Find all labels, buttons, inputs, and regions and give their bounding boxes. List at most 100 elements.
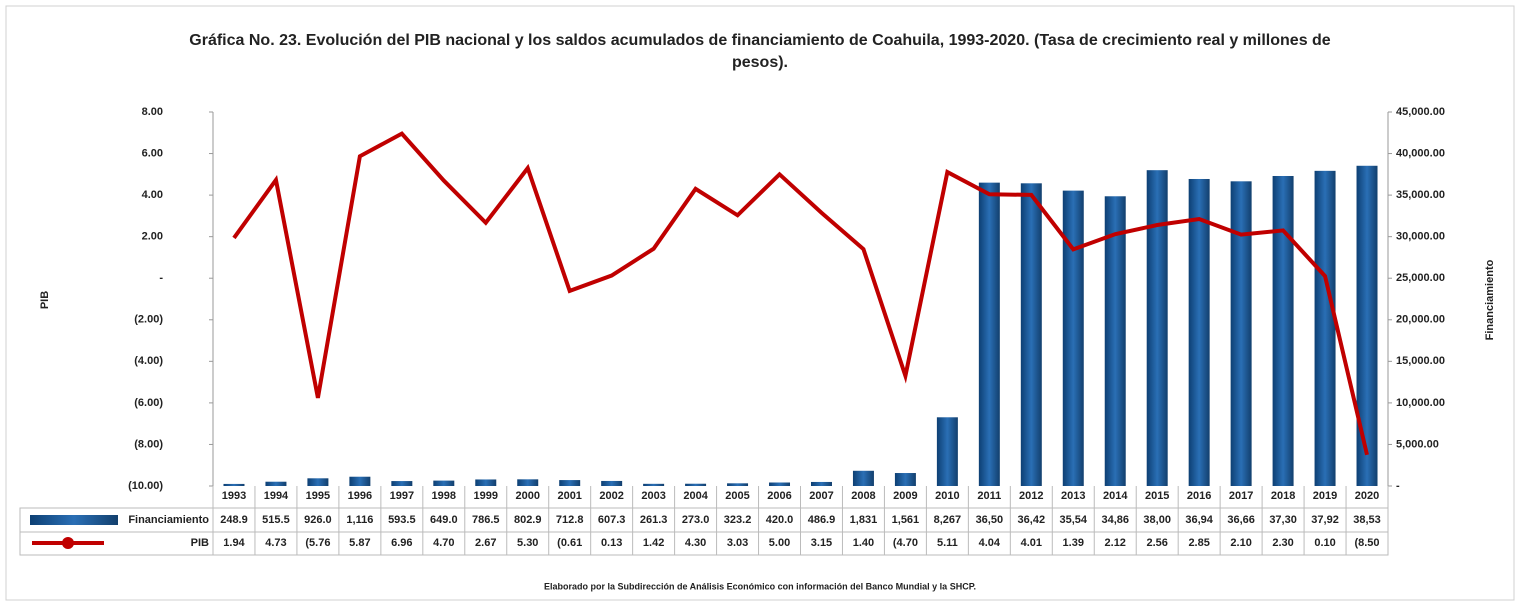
x-tick-label: 2009 [893,490,917,502]
table-value: 2.12 [1105,537,1126,549]
chart-title: Gráfica No. 23. Evolución del PIB nacion… [189,32,1331,71]
y2-tick-label: 35,000.00 [1396,189,1445,201]
bar [810,481,832,486]
table-value: 926.0 [304,514,332,526]
bar [265,481,287,486]
x-tick-label: 2001 [557,490,581,502]
y-axis-label: PIB [39,291,51,309]
table-value: 1,831 [850,514,878,526]
y-tick-label: 8.00 [142,106,163,118]
frame [5,5,1515,601]
table-value: 5.87 [349,537,370,549]
bar [223,483,245,486]
table-value: 4.01 [1021,537,1042,549]
table-value: 2.10 [1230,537,1251,549]
table-value: 323.2 [724,514,752,526]
x-tick-label: 2007 [809,490,833,502]
table-value: 35,54 [1060,514,1088,526]
x-tick-label: 2010 [935,490,959,502]
bar [517,479,539,486]
legend-label: Financiamiento [128,514,209,526]
bar [1104,196,1126,487]
y-tick-label: (4.00) [134,355,163,367]
bar [433,480,455,486]
table-value: 5.00 [769,537,790,549]
table-value: 5.11 [937,537,958,549]
table-value: 248.9 [220,514,248,526]
x-tick-label: 2012 [1019,490,1043,502]
x-tick-label: 2002 [599,490,623,502]
table-value: 6.96 [391,537,412,549]
table-value: 802.9 [514,514,542,526]
table-value: 1,116 [346,514,373,526]
x-tick-label: 1994 [264,490,289,502]
table-value: 261.3 [640,514,668,526]
x-tick-label: 2019 [1313,490,1337,502]
bar [391,481,413,486]
y-tick-label: 4.00 [142,189,163,201]
bar [1188,178,1210,486]
table-value: 1.42 [643,537,664,549]
table-value: 8,267 [934,514,962,526]
bar [307,478,329,486]
table-value: 1,561 [892,514,920,526]
y-tick-label: (10.00) [128,480,163,492]
bar [1272,175,1294,487]
y2-tick-label: 25,000.00 [1396,272,1445,284]
bar [1230,181,1252,486]
x-tick-label: 2020 [1355,490,1379,502]
note: Elaborado por la Subdirección de Análisi… [544,581,976,591]
bar [1146,170,1168,486]
table-value: 36,50 [976,514,1004,526]
bar [685,483,707,486]
y-tick-label: 2.00 [142,231,163,243]
y-tick-label: (2.00) [134,314,163,326]
table-value: 593.5 [388,514,416,526]
y2-tick-label: 5,000.00 [1396,438,1439,450]
table-value: 1.39 [1063,537,1084,549]
y2-tick-label: 30,000.00 [1396,231,1445,243]
table-value: 786.5 [472,514,500,526]
table-value: 607.3 [598,514,626,526]
x-tick-label: 2004 [683,490,708,502]
table-value: 4.73 [265,537,286,549]
y-tick-label: 6.00 [142,147,163,159]
table-value: 36,42 [1018,514,1046,526]
table-value: 0.10 [1314,537,1335,549]
x-tick-label: 2015 [1145,490,1169,502]
table-value: 38,53 [1353,514,1381,526]
legend-marker [62,537,74,549]
bar [936,417,958,486]
table-value: (4.70 [893,537,918,549]
table-value: 1.94 [223,537,245,549]
table-value: 0.13 [601,537,622,549]
table-value: 2.56 [1146,537,1167,549]
table-value: (8.50 [1354,537,1379,549]
x-tick-label: 1995 [306,490,330,502]
bar [1020,183,1042,486]
bar [894,473,916,486]
table-value: 4.04 [979,537,1001,549]
table-value: 34,86 [1101,514,1129,526]
table-value: 273.0 [682,514,710,526]
x-tick-label: 2017 [1229,490,1253,502]
bar [978,182,1000,486]
table-value: 3.15 [811,537,832,549]
y-tick-label: - [159,272,163,284]
x-tick-label: 2016 [1187,490,1211,502]
table-value: 1.40 [853,537,874,549]
legend-swatch [30,515,118,525]
bar [1062,190,1084,486]
bar [1314,170,1336,487]
x-tick-label: 1998 [432,490,456,502]
bar [601,480,623,486]
bar [852,470,874,486]
table-value: 36,94 [1185,514,1213,526]
y2-tick-label: 45,000.00 [1396,106,1445,118]
table-value: (5.76 [305,537,330,549]
table-value: 37,92 [1311,514,1339,526]
table-value: 649.0 [430,514,458,526]
x-tick-label: 2005 [725,490,749,502]
x-tick-label: 2000 [515,490,539,502]
